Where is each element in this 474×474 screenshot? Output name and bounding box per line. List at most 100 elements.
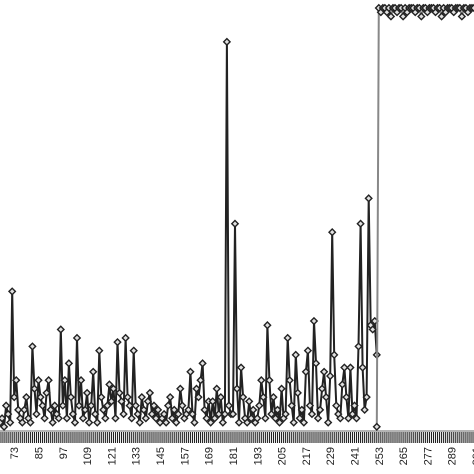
series-1-point	[131, 401, 140, 410]
series-1-point	[80, 405, 90, 415]
series-1-point	[323, 418, 333, 427]
series-1-point	[117, 397, 126, 406]
series-1-point	[194, 392, 203, 402]
series-1-point	[222, 37, 232, 47]
series-1-point	[123, 392, 132, 402]
series-1-point	[145, 388, 155, 398]
series-1-point	[97, 392, 106, 402]
series-1-point	[344, 414, 353, 423]
series-1-point	[319, 367, 329, 376]
series-1-point	[133, 409, 142, 419]
series-1-point	[161, 418, 171, 427]
x-tick-label: 157	[179, 447, 191, 465]
series-1-point	[346, 363, 355, 372]
series-1-point	[68, 409, 78, 419]
series-1-point	[362, 392, 371, 402]
x-tick-label: 109	[82, 447, 94, 465]
series-1-point	[32, 409, 41, 419]
series-1-point	[313, 414, 323, 423]
series-1-point	[38, 401, 47, 410]
series-1-point	[10, 392, 19, 402]
series-1-point	[174, 409, 183, 419]
series-1-point	[20, 405, 29, 415]
series-1-point	[271, 414, 280, 423]
series-1-point	[125, 401, 134, 410]
series-1-point	[352, 414, 361, 423]
x-tick-label: 121	[106, 447, 118, 465]
series-1-point	[216, 392, 225, 402]
series-2-point	[372, 422, 381, 431]
series-1-point	[321, 392, 331, 402]
series-1-point	[328, 228, 337, 237]
x-tick-label: 301	[471, 447, 474, 465]
series-1-point	[101, 414, 110, 423]
series-1-point	[358, 363, 367, 372]
series-1-point	[192, 384, 201, 393]
series-1-point	[340, 363, 349, 372]
series-1-point	[62, 414, 72, 423]
series-1-point	[305, 401, 315, 410]
series-1-point	[1, 401, 11, 410]
series-1-point	[149, 401, 159, 410]
series-1-point	[257, 376, 266, 385]
series-1-point	[267, 409, 276, 419]
series-1-point	[301, 367, 311, 376]
series-1-point	[196, 376, 205, 385]
series-1-point	[56, 325, 65, 334]
series-1-point	[12, 376, 21, 385]
series-1-point	[263, 321, 272, 330]
series-1-point	[14, 405, 23, 415]
series-1-point	[76, 376, 86, 385]
series-1-point	[143, 397, 153, 406]
series-1-point	[261, 414, 270, 423]
x-tick-label: 289	[447, 447, 459, 465]
series-1-point	[269, 392, 278, 402]
series-1-point	[109, 384, 118, 393]
series-1-point	[236, 363, 246, 372]
series-1-point	[95, 346, 104, 355]
series-1-point	[153, 405, 163, 415]
series-1-point	[350, 401, 359, 410]
series-1-point	[60, 376, 70, 385]
series-1-point	[198, 359, 207, 368]
series-1-point	[178, 401, 187, 410]
series-1-point	[168, 414, 177, 423]
series-1-point	[119, 409, 128, 419]
x-axis: 73 85 97 109 121 133 145 157 169 181 193 205 217 229 2…	[0, 432, 474, 465]
series-1-point	[34, 376, 43, 385]
series-1-point	[159, 409, 169, 419]
series-1-point	[172, 418, 181, 427]
series-1-point	[230, 219, 240, 228]
series-2-line	[375, 7, 474, 427]
series-1-point	[228, 409, 238, 419]
series-1-point	[46, 405, 55, 415]
series-1-point	[200, 405, 209, 415]
series-1-point	[255, 401, 264, 410]
series-1-point	[287, 401, 296, 410]
series-1-point	[364, 194, 373, 203]
series-1-point	[259, 392, 268, 402]
series-1-point	[234, 418, 244, 427]
series-1-point	[40, 414, 49, 423]
series-1-point	[50, 401, 59, 410]
series-1-point	[139, 405, 149, 415]
series-1-point	[30, 384, 39, 393]
series-1-point	[26, 418, 35, 427]
series-1-point	[99, 405, 108, 415]
series-2-point	[437, 12, 446, 21]
series-1-point	[206, 418, 215, 427]
series-1-point	[309, 316, 319, 326]
series-1-point	[210, 414, 219, 423]
series-1-point	[93, 418, 102, 427]
series-1-point	[70, 418, 80, 427]
series-1-point	[291, 350, 300, 360]
series-1-point	[249, 405, 258, 415]
series-1-point	[184, 405, 193, 415]
series-2-point	[398, 12, 408, 21]
series-1-point	[289, 418, 298, 427]
series-1-point	[22, 392, 31, 402]
series-1-point	[165, 392, 175, 402]
series-1-point	[72, 333, 82, 343]
series-1-point	[247, 414, 256, 423]
series-layer	[0, 3, 474, 431]
